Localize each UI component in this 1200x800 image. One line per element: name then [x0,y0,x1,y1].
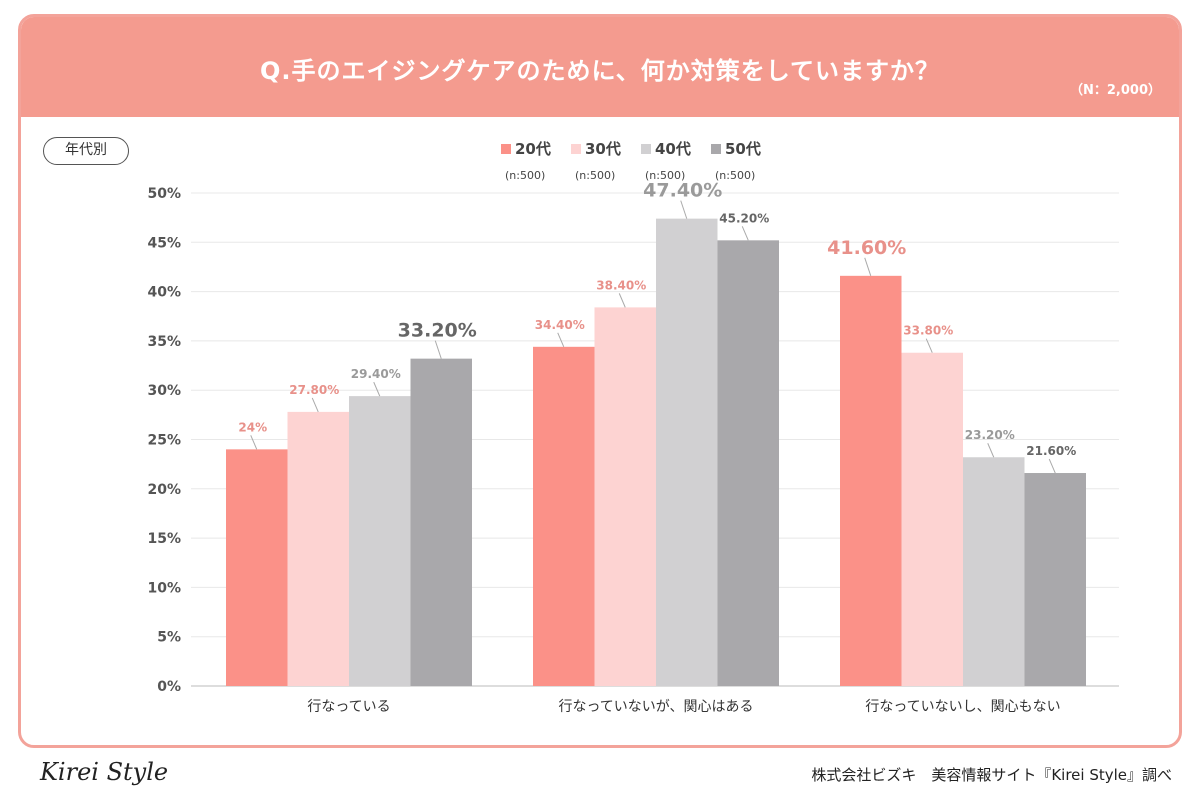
bar-chart: 0% 5% 10% 15% 20% 25% 30% 35% 40% 45% 50% 20代 (n:500… [147,140,1119,715]
legend-sublabel: (n:500) [645,169,685,182]
filter-pill-age[interactable]: 年代別 [43,137,129,165]
data-label: 29.40% [351,367,401,381]
kirei-style-logo: Kirei Style [40,758,169,786]
y-tick-label: 5% [157,630,181,646]
bar [410,358,472,686]
bar [594,307,656,686]
data-label: 21.60% [1026,444,1076,458]
label-leader [373,381,381,397]
y-tick-label: 50% [147,186,181,202]
data-label: 45.20% [719,211,769,225]
bar [656,218,718,687]
bar [226,449,288,686]
y-tick-label: 35% [147,334,181,350]
legend-sublabel: (n:500) [505,169,545,182]
label-leader [557,332,565,348]
bar [1024,473,1086,686]
x-category-label: 行なっていないし、関心もない [865,699,1060,715]
legend-swatch [641,144,651,154]
y-tick-label: 10% [147,580,181,596]
y-tick-label: 40% [147,285,181,301]
data-label: 24% [238,420,267,434]
label-leader [250,435,258,450]
legend-label: 40代 [655,140,691,158]
y-tick-label: 0% [157,679,181,695]
data-label: 33.80% [903,324,953,338]
label-leader [680,200,688,219]
bar [840,275,902,686]
bar [963,457,1025,686]
legend-label: 30代 [585,140,621,158]
sample-size: （N：2,000） [1069,83,1161,98]
x-category-label: 行なっている [307,699,390,715]
data-label: 23.20% [965,428,1015,442]
header-banner: Q.手のエイジングケアのために、何か対策をしていますか？ （N：2,000） [21,17,1179,117]
y-tick-label: 30% [147,383,181,399]
legend-swatch [711,144,721,154]
label-leader [311,397,319,413]
label-leader [618,293,626,308]
bar [287,411,349,686]
y-tick-label: 20% [147,482,181,498]
data-label: 27.80% [289,383,339,397]
label-leader [987,443,995,458]
legend-label: 50代 [725,140,761,158]
survey-source: 株式会社ビズキ 美容情報サイト『Kirei Style』調べ [811,766,1172,784]
question-title: Q.手のエイジングケアのために、何か対策をしていますか？ [259,57,941,85]
y-tick-label: 45% [147,235,181,251]
legend-swatch [571,144,581,154]
legend-label: 20代 [515,140,551,158]
label-leader [1048,458,1056,474]
data-label: 41.60% [827,237,906,259]
data-label: 33.20% [398,320,477,342]
y-tick-label: 15% [147,531,181,547]
bar [901,352,963,686]
legend-swatch [501,144,511,154]
bar [349,396,411,686]
chart-card: Q.手のエイジングケアのために、何か対策をしていますか？ （N：2,000） 年… [18,14,1182,748]
legend-sublabel: (n:500) [575,169,615,182]
label-leader [925,338,933,353]
y-tick-label: 25% [147,433,181,449]
data-label: 47.40% [643,180,722,202]
bar [717,240,779,686]
label-leader [864,257,872,276]
data-label: 34.40% [535,318,585,332]
x-category-label: 行なっていないが、関心はある [558,699,753,715]
label-leader [741,226,749,241]
bar [533,346,595,686]
data-label: 38.40% [596,278,646,292]
legend-sublabel: (n:500) [715,169,755,182]
label-leader [434,340,442,359]
